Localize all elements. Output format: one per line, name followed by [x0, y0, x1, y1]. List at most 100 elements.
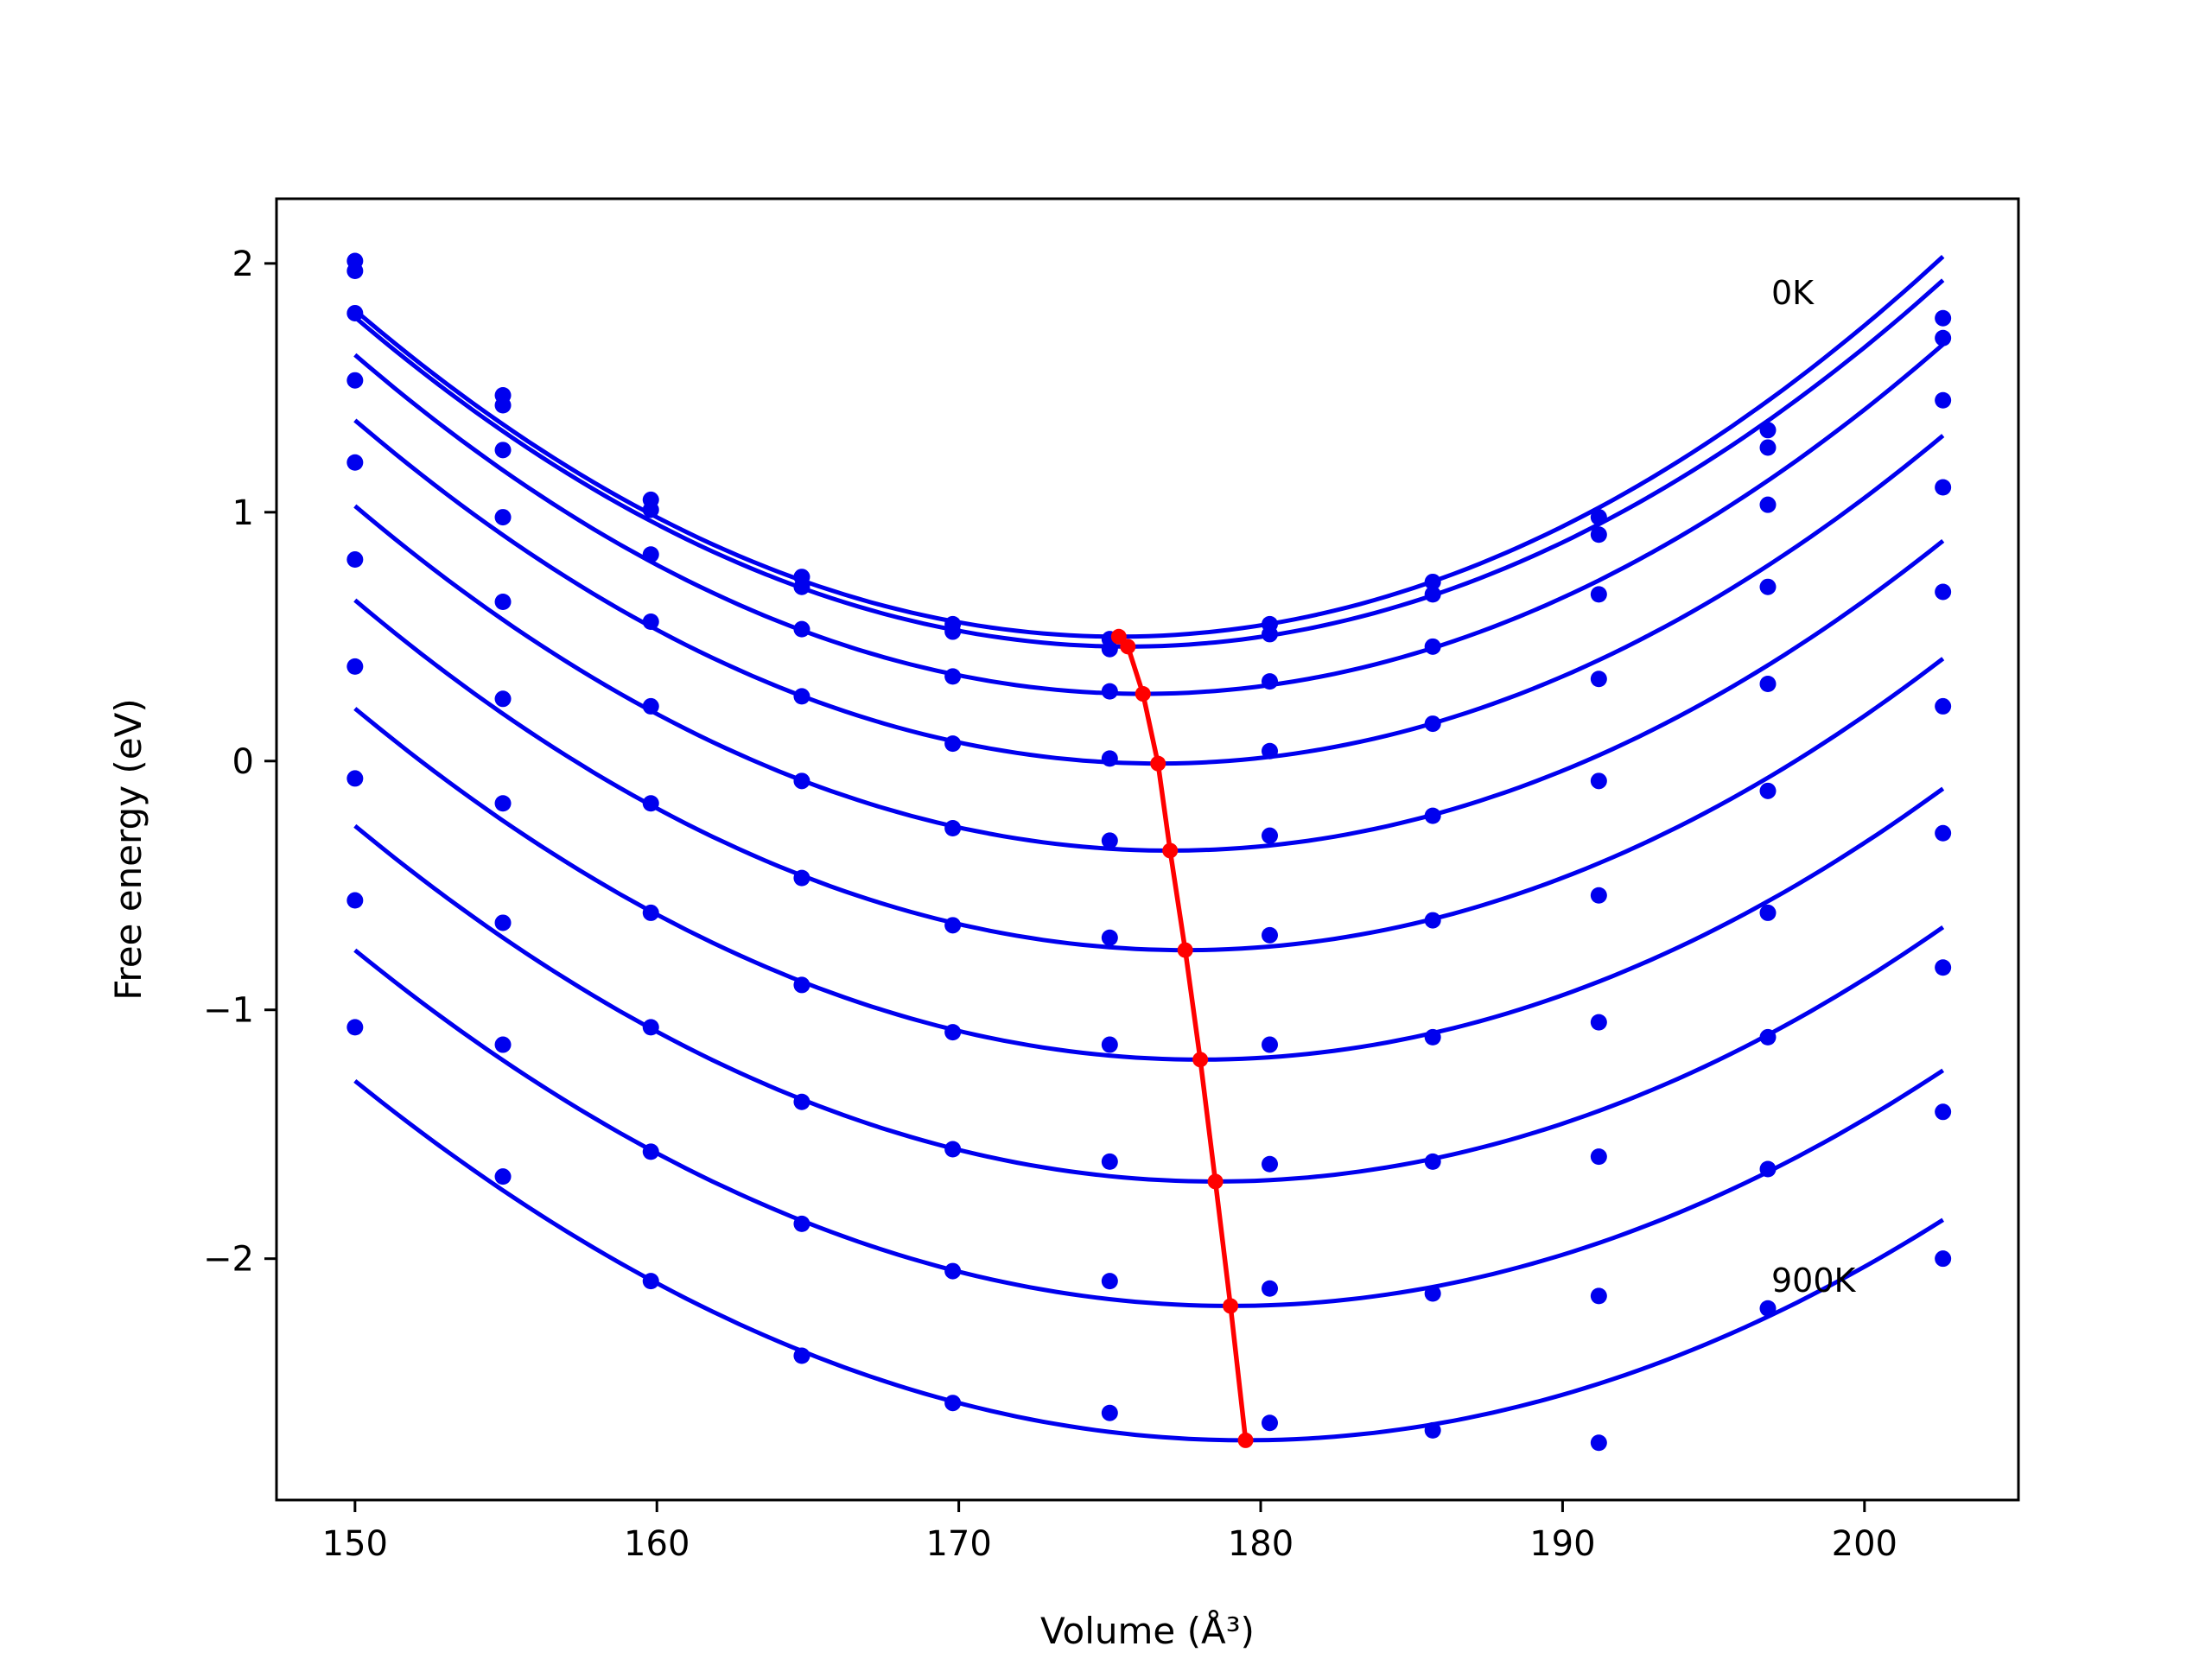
plot-frame — [275, 197, 2020, 1502]
data-point-1-5 — [1101, 640, 1118, 658]
data-point-1-1 — [494, 397, 512, 414]
data-point-4-7 — [1424, 807, 1441, 824]
data-point-3-2 — [642, 613, 659, 631]
data-point-6-10 — [1935, 824, 1952, 842]
minimum-point-0 — [1110, 628, 1127, 645]
data-point-4-2 — [642, 697, 659, 715]
data-point-7-0 — [346, 770, 364, 787]
annotation-0k: 0K — [1771, 274, 1815, 312]
data-point-1-8 — [1590, 526, 1607, 543]
data-point-9-4 — [944, 1395, 962, 1412]
data-point-5-10 — [1935, 697, 1952, 715]
data-point-0-10 — [1935, 309, 1952, 327]
fit-curve-5 — [353, 598, 1945, 953]
fit-curve-7 — [353, 823, 1945, 1184]
y-tick-label--1: −1 — [203, 991, 254, 1031]
data-point-8-7 — [1424, 1285, 1441, 1302]
data-point-3-5 — [1101, 750, 1118, 767]
fit-curve-6 — [353, 707, 1945, 1062]
data-point-8-3 — [793, 1215, 810, 1232]
data-point-3-1 — [494, 509, 512, 526]
data-point-5-3 — [793, 869, 810, 887]
data-point-1-10 — [1935, 329, 1952, 346]
data-point-3-10 — [1935, 479, 1952, 496]
plot-layer — [346, 252, 1952, 1452]
minimum-point-2 — [1135, 686, 1151, 702]
data-point-5-8 — [1590, 887, 1607, 904]
y-tick-label-1: 1 — [232, 493, 254, 533]
data-point-2-10 — [1935, 391, 1952, 409]
data-point-7-9 — [1759, 1028, 1777, 1046]
data-point-2-8 — [1590, 586, 1607, 603]
fit-curve-0 — [353, 255, 1945, 639]
data-point-5-0 — [346, 551, 364, 569]
data-point-1-4 — [944, 623, 962, 640]
data-point-1-7 — [1424, 586, 1441, 603]
data-point-8-0 — [346, 892, 364, 909]
data-point-1-6 — [1262, 626, 1279, 643]
x-tick-label-190: 190 — [1529, 1524, 1595, 1564]
x-tick-label-150: 150 — [322, 1524, 388, 1564]
data-point-9-5 — [1101, 1404, 1118, 1421]
y-axis-label: Free energy (eV) — [107, 698, 149, 1001]
data-point-4-4 — [944, 820, 962, 837]
data-point-4-5 — [1101, 832, 1118, 849]
data-point-5-4 — [944, 917, 962, 934]
data-point-3-4 — [944, 735, 962, 753]
data-point-2-3 — [793, 620, 810, 638]
minimum-point-8 — [1223, 1298, 1239, 1314]
data-point-6-6 — [1262, 1036, 1279, 1053]
data-point-3-7 — [1424, 715, 1441, 733]
data-point-2-1 — [494, 442, 512, 459]
data-point-8-1 — [494, 1036, 512, 1053]
data-point-2-9 — [1759, 496, 1777, 513]
fit-curve-3 — [353, 418, 1945, 766]
data-point-7-7 — [1424, 1153, 1441, 1170]
data-point-6-8 — [1590, 1014, 1607, 1031]
data-point-2-2 — [642, 546, 659, 563]
data-point-6-3 — [793, 976, 810, 994]
data-point-2-7 — [1424, 638, 1441, 655]
fit-curve-9 — [353, 1078, 1945, 1443]
data-point-7-6 — [1262, 1155, 1279, 1173]
data-point-1-9 — [1759, 439, 1777, 456]
data-point-8-6 — [1262, 1280, 1279, 1297]
data-point-7-8 — [1590, 1148, 1607, 1166]
data-point-8-9 — [1759, 1160, 1777, 1178]
x-tick-label-180: 180 — [1228, 1524, 1294, 1564]
data-point-3-8 — [1590, 671, 1607, 688]
data-point-7-1 — [494, 914, 512, 931]
data-point-7-4 — [944, 1141, 962, 1158]
x-tick-label-200: 200 — [1832, 1524, 1897, 1564]
minimum-point-7 — [1207, 1173, 1224, 1190]
data-point-2-4 — [944, 668, 962, 685]
data-point-9-0 — [346, 1019, 364, 1036]
data-point-1-3 — [793, 578, 810, 595]
data-point-5-7 — [1424, 912, 1441, 929]
fit-curve-8 — [353, 948, 1945, 1308]
data-point-8-5 — [1101, 1273, 1118, 1290]
data-point-9-6 — [1262, 1414, 1279, 1432]
data-point-4-10 — [1935, 583, 1952, 601]
y-tick-label-2: 2 — [232, 245, 254, 284]
data-point-7-3 — [793, 1093, 810, 1110]
annotation-900k: 900K — [1771, 1262, 1857, 1300]
data-point-4-9 — [1759, 676, 1777, 693]
data-point-1-0 — [346, 263, 364, 280]
data-point-6-9 — [1759, 904, 1777, 921]
fit-curve-1 — [353, 278, 1945, 649]
data-point-9-1 — [494, 1168, 512, 1185]
data-point-5-1 — [494, 690, 512, 708]
data-point-8-8 — [1590, 1287, 1607, 1305]
data-point-9-3 — [793, 1347, 810, 1364]
data-point-6-7 — [1424, 1028, 1441, 1046]
data-point-7-2 — [642, 1019, 659, 1036]
data-point-8-4 — [944, 1262, 962, 1280]
minimum-point-6 — [1192, 1052, 1209, 1068]
data-point-4-8 — [1590, 772, 1607, 790]
data-point-4-1 — [494, 593, 512, 610]
data-point-9-10 — [1935, 1250, 1952, 1268]
data-point-9-9 — [1759, 1300, 1777, 1317]
ticks-layer: 150 160 170 180 190 200 −2 −1 0 1 2 — [203, 245, 1897, 1564]
